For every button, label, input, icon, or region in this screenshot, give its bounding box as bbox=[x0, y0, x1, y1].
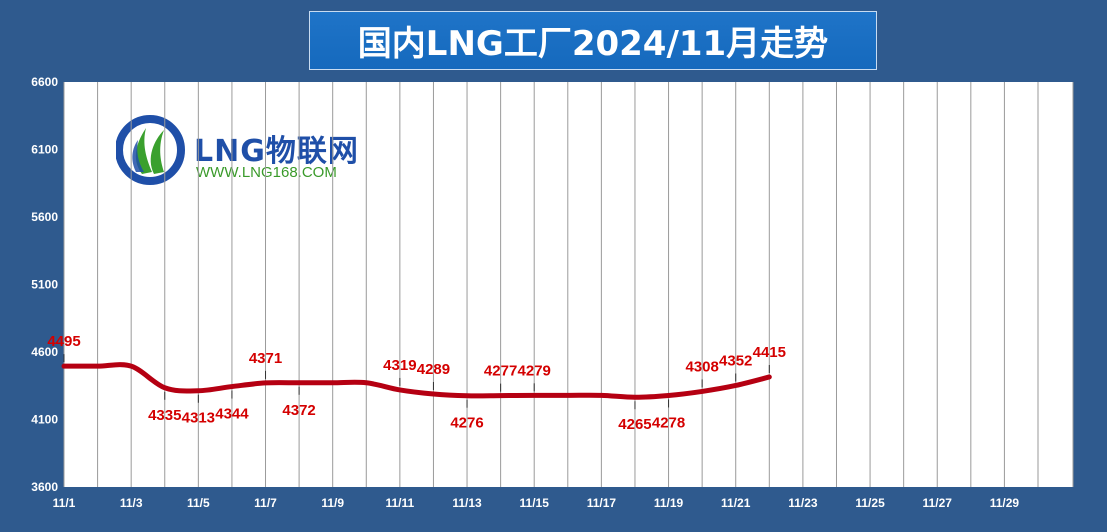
x-tick-label: 11/17 bbox=[587, 496, 617, 510]
data-label: 4371 bbox=[249, 350, 282, 367]
series-line bbox=[61, 362, 772, 400]
y-tick-label: 4100 bbox=[31, 413, 58, 427]
data-label: 4276 bbox=[450, 415, 483, 432]
x-tick-label: 11/13 bbox=[452, 496, 482, 510]
data-label: 4265 bbox=[618, 416, 651, 433]
data-label: 4352 bbox=[719, 352, 752, 369]
data-label: 4372 bbox=[282, 402, 315, 419]
x-tick-label: 11/29 bbox=[990, 496, 1020, 510]
brand-logo: LNG物联网 WWW.LNG168.COM bbox=[115, 114, 396, 186]
y-tick-label: 5100 bbox=[31, 278, 58, 292]
logo-name: LNG物联网 bbox=[194, 134, 359, 169]
x-tick-label: 11/3 bbox=[120, 496, 143, 510]
data-label: 4313 bbox=[182, 410, 215, 427]
y-tick-label: 3600 bbox=[31, 480, 58, 494]
y-tick-label: 6100 bbox=[31, 143, 58, 157]
data-label: 4344 bbox=[215, 406, 249, 423]
chart-title: 国内LNG工厂2024/11月走势 bbox=[357, 24, 829, 64]
x-tick-label: 11/27 bbox=[923, 496, 953, 510]
data-label: 4279 bbox=[518, 362, 551, 379]
y-tick-label: 5600 bbox=[31, 210, 58, 224]
data-label: 4289 bbox=[417, 361, 450, 378]
y-tick-label: 6600 bbox=[31, 75, 58, 89]
chart-title-box: 国内LNG工厂2024/11月走势 bbox=[309, 11, 877, 70]
data-label: 4335 bbox=[148, 407, 181, 424]
x-tick-label: 11/9 bbox=[321, 496, 344, 510]
x-tick-label: 11/23 bbox=[788, 496, 818, 510]
data-label: 4495 bbox=[47, 333, 80, 350]
data-label: 4308 bbox=[685, 358, 718, 375]
x-tick-label: 11/7 bbox=[254, 496, 277, 510]
data-label: 4415 bbox=[753, 344, 786, 361]
x-tick-label: 11/25 bbox=[855, 496, 885, 510]
x-tick-label: 11/21 bbox=[721, 496, 751, 510]
y-tick-label: 4600 bbox=[31, 345, 58, 359]
x-tick-label: 11/1 bbox=[53, 496, 76, 510]
lng-logo-icon bbox=[115, 115, 185, 185]
data-label: 4278 bbox=[652, 414, 685, 431]
logo-url: WWW.LNG168.COM bbox=[196, 164, 337, 181]
x-tick-label: 11/5 bbox=[187, 496, 210, 510]
data-label: 4319 bbox=[383, 357, 416, 374]
data-label: 4277 bbox=[484, 363, 517, 380]
x-tick-label: 11/19 bbox=[654, 496, 684, 510]
x-tick-label: 11/11 bbox=[386, 496, 415, 510]
x-tick-label: 11/15 bbox=[520, 496, 550, 510]
